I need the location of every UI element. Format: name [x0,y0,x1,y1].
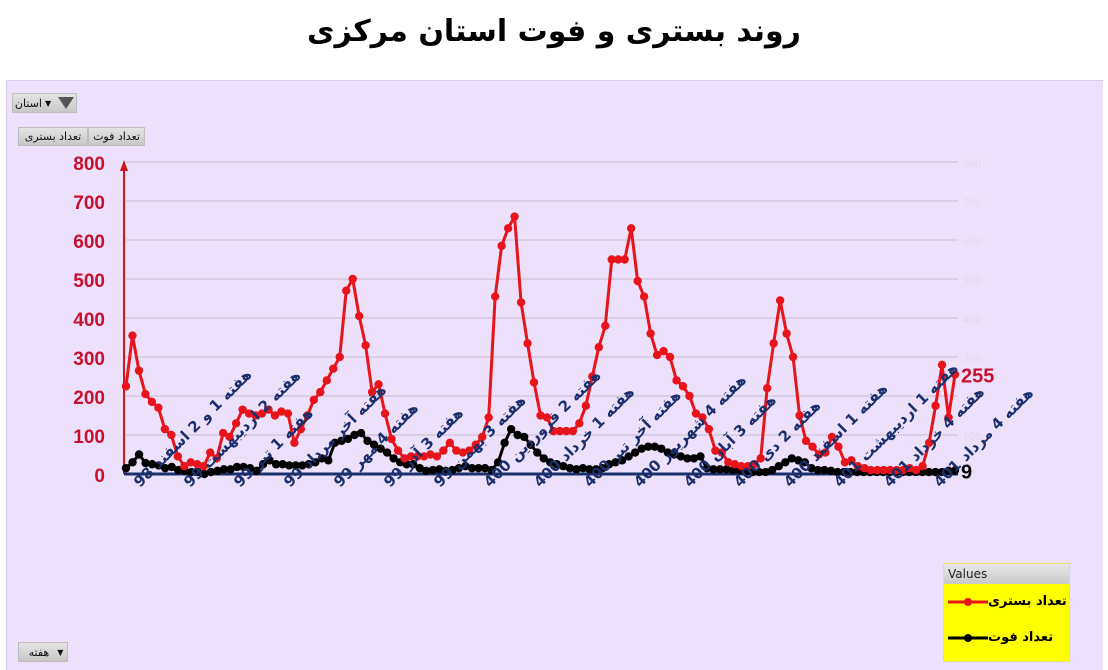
legend-header: Values [944,564,1069,584]
week-axis-field-button[interactable]: ▼ هفته [18,642,68,662]
svg-text:9: 9 [961,461,972,483]
svg-text:0: 0 [94,466,105,487]
svg-text:255: 255 [961,366,994,388]
svg-text:0: 0 [963,468,969,482]
province-filter-button[interactable]: ▼ استان [12,93,77,113]
chart-legend: Values تعداد بستری تعداد فوت [943,563,1070,662]
svg-text:800: 800 [963,156,981,170]
pivot-chart-area [6,80,1103,670]
svg-text:100: 100 [963,429,981,443]
svg-text:400: 400 [73,310,105,331]
province-filter-label: استان [14,96,42,110]
chart-title: روند بستری و فوت استان مرکزی [307,14,801,49]
legend-label: تعداد فوت [988,630,1054,645]
field-button-hospitalized[interactable]: تعداد بستری [18,127,88,146]
svg-text:200: 200 [73,388,105,409]
svg-text:800: 800 [73,154,105,175]
red-line-marker-icon [948,597,988,606]
svg-text:600: 600 [963,234,981,248]
black-line-marker-icon [948,633,988,642]
svg-text:700: 700 [73,193,105,214]
svg-text:300: 300 [73,349,105,370]
svg-text:600: 600 [73,232,105,253]
legend-label: تعداد بستری [988,594,1067,609]
filter-funnel-icon [58,97,75,109]
legend-item-deaths[interactable]: تعداد فوت [948,630,1053,645]
dropdown-arrow-icon: ▼ [57,647,64,657]
svg-text:500: 500 [73,271,105,292]
svg-text:700: 700 [963,195,981,209]
dropdown-arrow-icon: ▼ [44,98,52,108]
svg-text:500: 500 [963,273,981,287]
svg-text:200: 200 [963,390,981,404]
x-axis-tick-label: هفته 4 مهر 99 [330,399,422,491]
svg-text:300: 300 [963,351,981,365]
legend-item-hospitalized[interactable]: تعداد بستری [948,594,1067,609]
x-axis-tick-label: هفته 3 بهمن 99 [430,391,529,490]
field-button-deaths[interactable]: تعداد فوت [88,127,145,146]
week-field-label: هفته [28,645,50,659]
svg-text:400: 400 [963,312,981,326]
svg-text:100: 100 [73,427,105,448]
